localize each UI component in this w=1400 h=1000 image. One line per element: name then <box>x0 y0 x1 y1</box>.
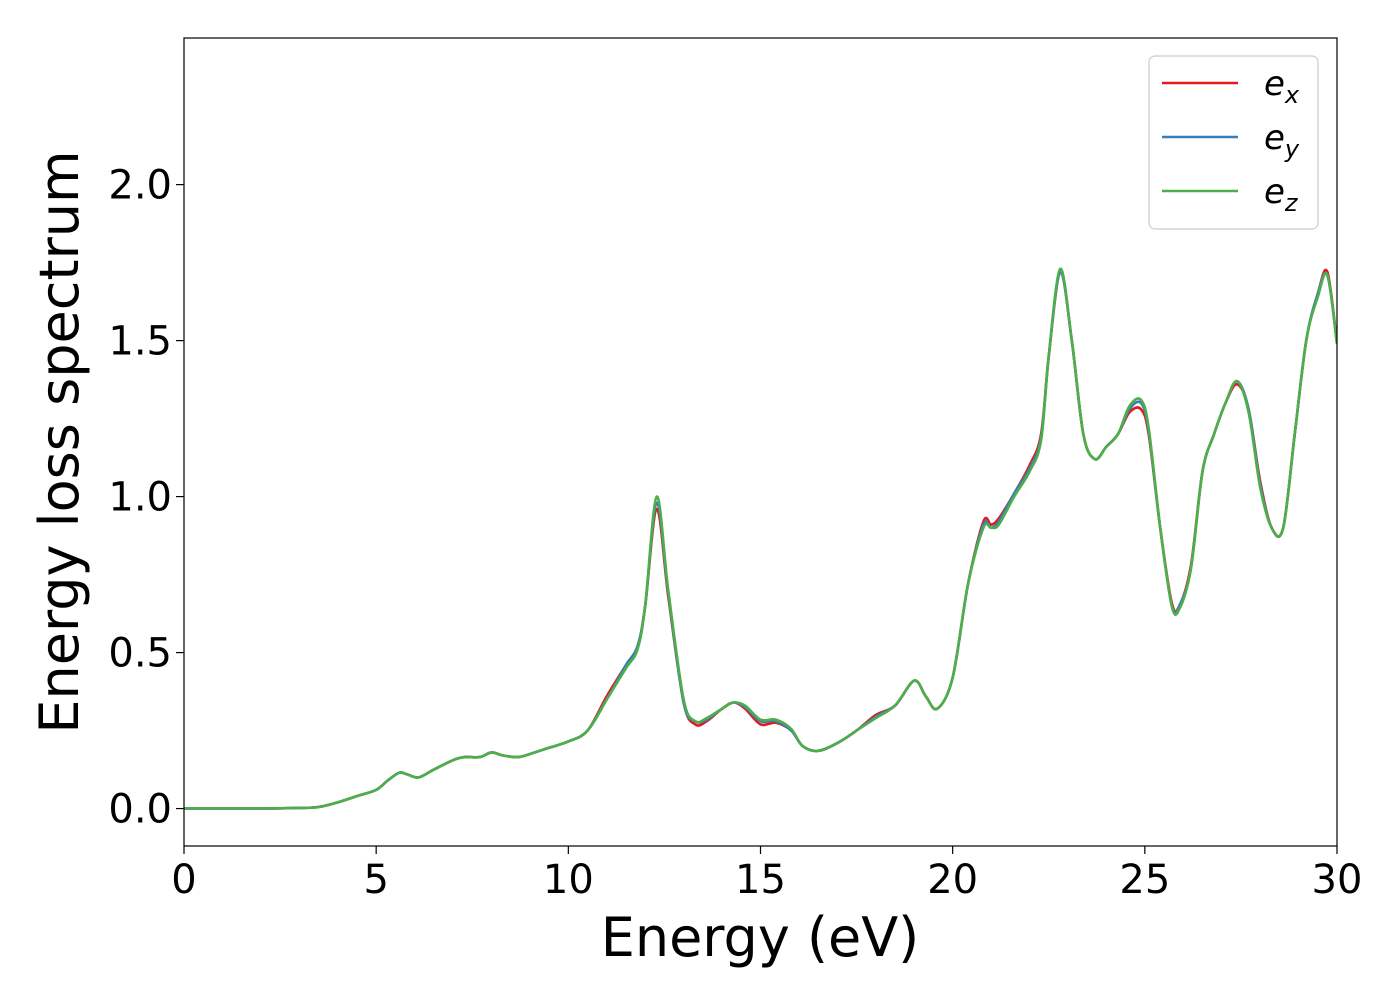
x-tick-label: 20 <box>927 857 978 903</box>
legend-label-base: e <box>1264 118 1285 158</box>
x-tick-label: 10 <box>543 857 594 903</box>
x-tick-label: 25 <box>1119 857 1170 903</box>
legend-label-subscript: x <box>1284 81 1300 109</box>
legend-label-ex: ex <box>1264 64 1300 109</box>
x-tick-label: 5 <box>363 857 388 903</box>
y-axis-label: Energy loss spectrum <box>28 150 91 733</box>
legend-label-base: e <box>1264 64 1285 104</box>
legend-label-base: e <box>1264 172 1285 212</box>
series-line-ez <box>184 267 1337 810</box>
y-tick-label: 1.5 <box>108 319 172 365</box>
x-axis-label: Energy (eV) <box>601 906 920 969</box>
x-tick-label: 0 <box>171 857 196 903</box>
x-tick-label: 15 <box>735 857 786 903</box>
legend-label-subscript: y <box>1284 135 1300 163</box>
series-layer <box>184 267 1337 810</box>
y-tick-label: 1.0 <box>108 475 172 521</box>
y-axis: 0.0 0.5 1.0 1.5 2.0 <box>108 163 184 833</box>
x-axis: 0 5 10 15 20 25 30 <box>171 846 1362 903</box>
x-tick-label: 30 <box>1312 857 1363 903</box>
legend-label-ey: ey <box>1264 118 1300 163</box>
y-tick-label: 0.5 <box>108 631 172 677</box>
y-tick-label: 0.0 <box>108 787 172 833</box>
legend-label-ez: ez <box>1264 172 1299 217</box>
legend-frame <box>1148 55 1319 230</box>
y-tick-label: 2.0 <box>108 163 172 209</box>
legend-label-subscript: z <box>1284 189 1299 217</box>
